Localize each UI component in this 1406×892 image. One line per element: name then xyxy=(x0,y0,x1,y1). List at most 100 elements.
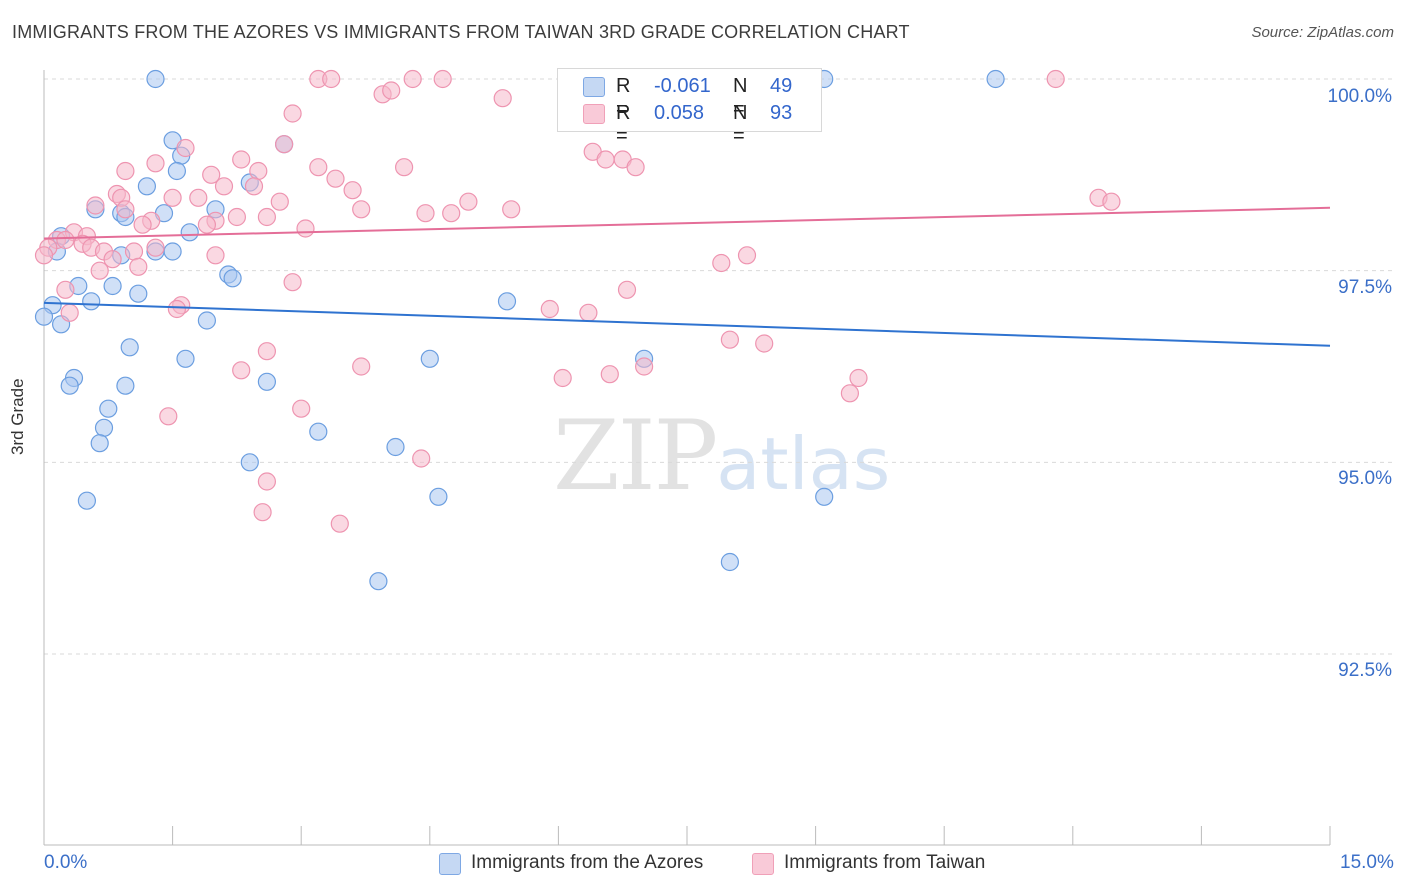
azores-data-point xyxy=(720,552,740,572)
taiwan-data-point xyxy=(116,200,135,219)
watermark-atlas: atlas xyxy=(716,422,891,506)
taiwan-data-point xyxy=(257,207,276,227)
taiwan-data-point xyxy=(163,188,182,207)
azores-data-point xyxy=(90,434,109,453)
taiwan-data-point xyxy=(579,303,598,322)
x-tick-label-min: 0.0% xyxy=(44,852,88,873)
azores-data-point xyxy=(99,399,118,418)
taiwan-data-point xyxy=(433,69,452,89)
legend-r-label: R = xyxy=(616,75,631,120)
azores-trend-line xyxy=(43,301,1331,347)
zipatlas-watermark: ZIPatlas xyxy=(553,400,890,512)
taiwan-data-point xyxy=(712,253,731,273)
taiwan-data-point xyxy=(56,230,75,250)
azores-data-point xyxy=(197,311,216,330)
taiwan-data-point xyxy=(249,161,268,181)
azores-r-value: -0.061 xyxy=(654,75,711,97)
azores-data-point xyxy=(129,284,148,303)
taiwan-n-value: 93 xyxy=(770,102,793,124)
azores-data-point xyxy=(223,269,242,288)
taiwan-data-point xyxy=(270,192,289,211)
taiwan-data-point xyxy=(56,280,75,299)
taiwan-data-point xyxy=(1102,192,1121,211)
taiwan-data-point xyxy=(416,204,435,223)
taiwan-data-point xyxy=(442,204,461,223)
azores-n-value: 49 xyxy=(770,75,793,97)
taiwan-data-point xyxy=(283,273,302,292)
azores-data-point xyxy=(167,161,186,181)
taiwan-data-point xyxy=(309,158,328,177)
azores-data-point xyxy=(240,453,259,472)
azores-data-point xyxy=(176,349,195,368)
azores-data-point xyxy=(60,376,79,395)
taiwan-data-point xyxy=(176,138,195,158)
taiwan-data-point xyxy=(459,192,478,211)
taiwan-data-point xyxy=(206,246,225,265)
taiwan-data-point xyxy=(326,169,345,188)
taiwan-data-point xyxy=(244,177,264,196)
watermark-zip: ZIP xyxy=(553,400,718,512)
taiwan-data-point xyxy=(600,365,619,384)
taiwan-data-point xyxy=(352,357,371,376)
legend-n-label: N = xyxy=(733,75,748,120)
legend-r-label: R = xyxy=(616,102,631,147)
taiwan-data-point xyxy=(189,188,208,207)
azores-data-point xyxy=(309,422,328,441)
taiwan-data-point xyxy=(382,81,401,100)
azores-data-point xyxy=(146,69,165,89)
azores-data-point xyxy=(34,307,54,326)
taiwan-data-point xyxy=(720,330,740,349)
azores-data-point xyxy=(180,223,199,242)
taiwan-data-point xyxy=(403,69,422,89)
azores-data-point xyxy=(497,292,517,311)
taiwan-data-point xyxy=(352,200,371,219)
taiwan-data-point xyxy=(103,250,122,269)
taiwan-data-point xyxy=(322,69,341,89)
taiwan-data-point xyxy=(283,104,302,123)
taiwan-data-point xyxy=(116,161,135,181)
y-axis-label: 3rd Grade xyxy=(8,378,27,455)
taiwan-data-point xyxy=(502,200,521,219)
taiwan-r-value: 0.058 xyxy=(654,102,705,124)
taiwan-data-point xyxy=(1046,69,1065,89)
taiwan-data-point xyxy=(86,196,105,215)
azores-data-point xyxy=(137,177,156,196)
azores-data-point xyxy=(163,242,182,261)
chart-title: IMMIGRANTS FROM THE AZORES VS IMMIGRANTS… xyxy=(12,22,910,42)
taiwan-data-point xyxy=(275,135,294,154)
taiwan-data-point xyxy=(146,238,165,257)
taiwan-data-point xyxy=(849,368,868,388)
azores-data-point xyxy=(386,437,405,457)
y-tick-label-95: 95.0% xyxy=(1338,468,1392,489)
azores-data-point xyxy=(369,572,388,591)
taiwan-data-point xyxy=(34,246,54,265)
azores-legend-swatch xyxy=(439,853,461,875)
azores-data-point xyxy=(420,349,439,368)
taiwan-data-point xyxy=(232,361,251,380)
y-tick-label-100: 100.0% xyxy=(1327,86,1392,107)
source-label: Source: ZipAtlas.com xyxy=(1251,24,1394,41)
taiwan-data-point xyxy=(296,219,315,238)
taiwan-data-point xyxy=(129,257,148,276)
taiwan-data-point xyxy=(626,158,645,177)
taiwan-data-point xyxy=(596,150,615,169)
taiwan-data-point xyxy=(90,261,109,280)
taiwan-data-point xyxy=(159,407,178,426)
taiwan-data-point xyxy=(60,303,79,322)
y-tick-label-97-5: 97.5% xyxy=(1338,277,1392,298)
taiwan-data-point xyxy=(737,246,757,265)
azores-data-point xyxy=(116,376,135,395)
taiwan-data-point xyxy=(197,215,216,234)
taiwan-data-point xyxy=(634,357,654,376)
azores-data-point xyxy=(257,372,276,391)
azores-data-point xyxy=(77,491,97,510)
taiwan-data-point xyxy=(395,158,414,177)
taiwan-swatch xyxy=(583,104,605,124)
taiwan-data-point xyxy=(330,514,349,533)
taiwan-data-point xyxy=(253,503,272,522)
legend-n-label: N = xyxy=(733,102,748,147)
azores-data-point xyxy=(94,418,114,437)
x-tick-label-max: 15.0% xyxy=(1340,852,1394,873)
azores-data-point xyxy=(986,69,1005,89)
